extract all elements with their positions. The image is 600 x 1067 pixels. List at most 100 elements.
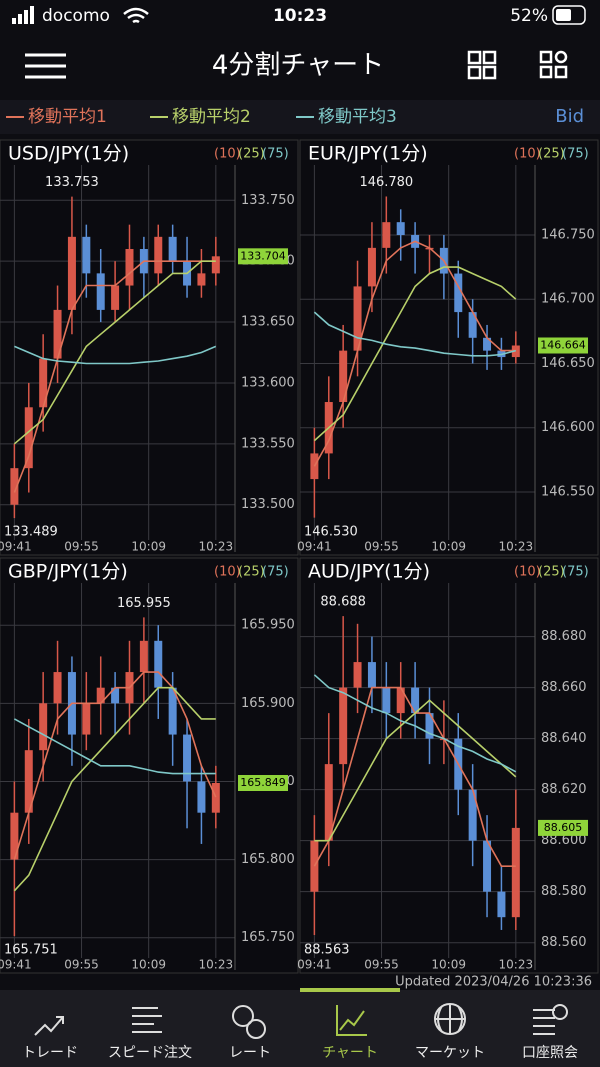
y-tick-label: 133.550: [241, 436, 295, 451]
y-tick-label: 88.680: [541, 629, 587, 644]
rate-icon: [232, 1005, 254, 1027]
legend-period: (10): [514, 147, 541, 162]
plot-area: [310, 196, 520, 518]
chart-title: GBP/JPY(1分): [8, 561, 128, 583]
y-tick-label: 133.600: [241, 375, 295, 390]
tab-icons: [34, 1003, 568, 1039]
candle-body: [183, 734, 192, 782]
x-tick-label: 10:09: [131, 540, 166, 554]
candle-body: [154, 236, 163, 274]
plot-area: [310, 616, 520, 936]
ma-legend: 移動平均1 移動平均2 移動平均3: [6, 107, 397, 127]
chart-panel: 146.550 146.600 146.650 146.700 146.750 09:41…: [297, 139, 599, 556]
low-label: 133.489: [4, 525, 58, 540]
tab-label[interactable]: トレード: [22, 1045, 78, 1061]
candle-body: [483, 840, 492, 892]
high-label: 165.955: [117, 596, 171, 611]
tab-label[interactable]: マーケット: [415, 1045, 485, 1061]
candle-body: [468, 312, 477, 338]
active-tab-indicator: [300, 988, 400, 992]
low-label: 165.751: [4, 943, 58, 958]
candle-body: [168, 236, 177, 262]
candle-body: [367, 662, 376, 688]
candle-body: [197, 781, 206, 813]
header-title: 4分割チャート: [212, 51, 384, 81]
candle-body: [39, 358, 48, 408]
current-price-tag: [238, 775, 288, 791]
x-tick-label: 09:41: [0, 958, 32, 972]
candle-body: [24, 750, 33, 813]
clock: 10:23: [273, 6, 327, 26]
candle-body: [211, 783, 220, 813]
legend-period: (25): [238, 565, 265, 580]
candle-body: [96, 687, 105, 704]
chart-title: AUD/JPY(1分): [308, 561, 430, 583]
legend-period: (25): [538, 565, 565, 580]
legend-period: (10): [214, 147, 241, 162]
tab-bar: [0, 990, 600, 1067]
menu-button[interactable]: [25, 53, 66, 79]
legend-period: (25): [238, 147, 265, 162]
current-price-label: 88.605: [544, 821, 583, 834]
x-tick-label: 09:55: [364, 540, 399, 554]
tab-label[interactable]: スピード注文: [108, 1045, 192, 1061]
candle-body: [96, 273, 105, 310]
moving-average-line: [13, 686, 216, 892]
x-tick-label: 10:09: [431, 958, 466, 972]
chart-icon: [336, 1005, 367, 1036]
candle-body: [154, 640, 163, 688]
legend-period: (75): [562, 565, 589, 580]
current-price-tag: [238, 248, 288, 265]
moving-average-line: [313, 240, 516, 467]
market-icon-lines: [435, 1004, 465, 1034]
tab-label[interactable]: チャート: [322, 1045, 378, 1061]
candle-body: [497, 891, 506, 918]
chart-panel: 165.750165.800165.850165.900165.95009:41…: [0, 557, 299, 974]
rate-icon-2: [246, 1019, 266, 1039]
legend-label: 移動平均1: [28, 107, 107, 127]
candle-body: [353, 662, 362, 688]
chart-panel: 133.500133.550133.600133.650133.700133.7…: [0, 139, 299, 556]
speed-icon: [132, 1007, 162, 1033]
y-tick-label: 165.950: [241, 618, 295, 633]
candle-body: [382, 687, 391, 714]
y-tick-label: 88.560: [541, 935, 587, 950]
layout-button[interactable]: [467, 50, 497, 80]
legend-period: (75): [562, 147, 589, 162]
candle-body: [483, 337, 492, 351]
y-tick-label: 88.660: [541, 680, 587, 695]
candle-body: [10, 812, 19, 860]
legend-period: (10): [514, 565, 541, 580]
y-tick-label: 165.900: [241, 696, 295, 711]
y-tick-label: 165.800: [241, 852, 295, 867]
candle-body: [353, 286, 362, 351]
plot-area: [10, 617, 220, 937]
signal-icon: [12, 6, 34, 24]
y-tick-label: 88.620: [541, 782, 587, 797]
high-label: 133.753: [45, 175, 99, 190]
candle-body: [396, 222, 405, 236]
trade-icon: [34, 1016, 64, 1036]
x-tick-label: 10:09: [131, 958, 166, 972]
legend-label: 移動平均3: [318, 107, 397, 127]
moving-average-line: [313, 311, 517, 357]
moving-average-line: [313, 674, 517, 773]
chart-panel: 88.560 88.580 88.600 88.620 88.640 88.660 88.6…: [297, 557, 599, 974]
x-tick-label: 09:55: [364, 958, 399, 972]
candle-body: [111, 687, 120, 704]
account-icon: [533, 1009, 555, 1035]
candle-body: [454, 273, 463, 313]
y-tick-label: 88.640: [541, 731, 587, 746]
candle-body: [382, 222, 391, 248]
settings-button[interactable]: [539, 50, 568, 79]
candle-body: [82, 236, 91, 274]
tab-label[interactable]: 口座照会: [522, 1045, 578, 1061]
x-tick-label: 10:23: [199, 540, 234, 554]
y-tick-label: 88.600: [541, 833, 587, 848]
tab-label[interactable]: レート: [229, 1045, 271, 1061]
candle-body: [339, 350, 348, 403]
legend-period: (25): [538, 147, 565, 162]
price-type[interactable]: Bid: [555, 106, 584, 127]
chart-title: EUR/JPY(1分): [308, 143, 428, 165]
